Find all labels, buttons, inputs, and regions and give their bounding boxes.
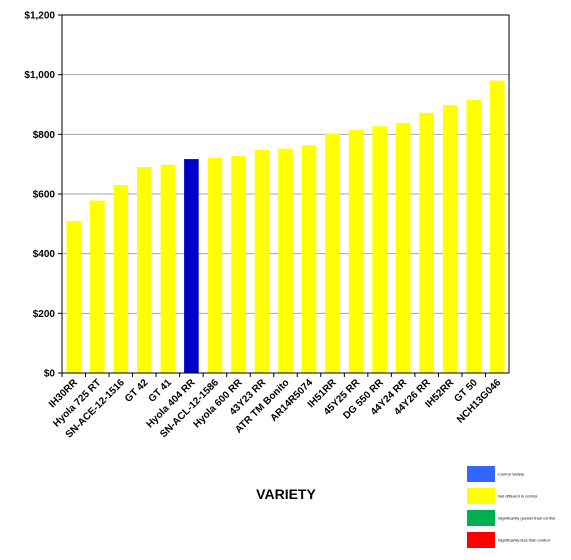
- bar-ih30rr: [66, 220, 82, 373]
- bars: [66, 80, 505, 374]
- legend: Control Variety Not different to control S…: [467, 466, 555, 548]
- legend-swatch-greater: [467, 510, 495, 526]
- legend-swatch-less: [467, 532, 495, 548]
- bar-gt-42: [137, 167, 152, 373]
- bar-gt-50: [466, 100, 482, 374]
- bar-44y26-rr: [419, 112, 434, 373]
- legend-label-less: Significantly less than control: [498, 538, 550, 543]
- y-tick-label: $200: [33, 309, 56, 320]
- bar-hyola-725-rt: [89, 200, 105, 373]
- bar-sn-acl-12-1586: [207, 157, 223, 373]
- legend-swatch-not_different: [467, 488, 495, 504]
- bar-nch13g046: [489, 80, 505, 373]
- y-axis-ticks: $0 $200 $400 $600 $800 $1,000 $1,200: [24, 11, 62, 380]
- x-axis-title: VARIETY: [256, 486, 316, 502]
- legend-label-not_different: Not different to control: [498, 494, 537, 499]
- plot-frame: [61, 14, 510, 374]
- bar-43y23-rr: [254, 149, 270, 373]
- bar-ih51rr: [325, 133, 340, 373]
- bar-45y25-rr: [348, 129, 364, 373]
- y-tick-label: $800: [33, 130, 56, 141]
- bar-gt-41: [160, 164, 176, 373]
- x-tick-label: GT 42: [123, 377, 151, 405]
- y-tick-label: $0: [44, 369, 56, 380]
- bar-sn-ace-12-1516: [113, 185, 129, 373]
- legend-swatch-control: [467, 466, 495, 482]
- y-tick-label: $1,000: [24, 70, 55, 81]
- bar-dg-550-rr: [372, 126, 387, 373]
- bar-hyola-404-rr: [184, 159, 199, 373]
- bar-atr-tm-bonito: [278, 148, 293, 373]
- legend-label-control: Control Variety: [498, 472, 524, 477]
- bar-ih52rr: [442, 105, 458, 373]
- bar-ar14r5074: [301, 145, 317, 373]
- legend-label-greater: Significantly greater than control: [498, 516, 555, 521]
- y-tick-label: $1,200: [24, 11, 55, 22]
- y-tick-label: $400: [33, 249, 56, 260]
- bar-hyola-600-rr: [231, 155, 246, 373]
- y-tick-label: $600: [33, 190, 56, 201]
- bar-44y24-rr: [395, 122, 411, 373]
